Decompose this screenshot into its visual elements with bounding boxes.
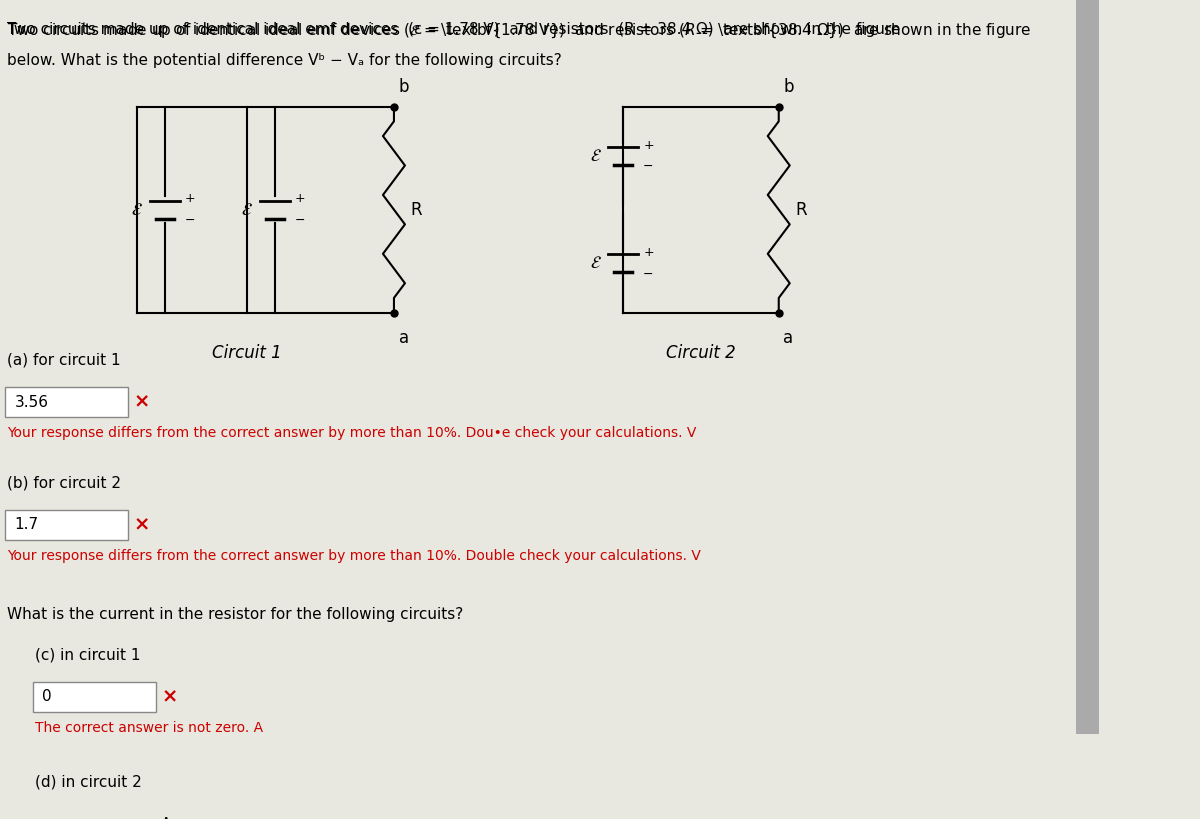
Text: −: −	[295, 214, 306, 227]
Text: Your response differs from the correct answer by more than 10%. Dou•e check your: Your response differs from the correct a…	[7, 427, 697, 441]
Text: Circuit 1: Circuit 1	[212, 344, 282, 362]
Text: R: R	[410, 201, 422, 219]
Text: −: −	[643, 161, 654, 173]
Text: $\mathcal{E}$: $\mathcal{E}$	[589, 147, 601, 165]
Text: (d) in circuit 2: (d) in circuit 2	[35, 775, 142, 790]
Text: The correct answer is not zero. A: The correct answer is not zero. A	[35, 722, 263, 735]
Text: Circuit 2: Circuit 2	[666, 344, 736, 362]
Text: What is the current in the resistor for the following circuits?: What is the current in the resistor for …	[7, 608, 463, 622]
Text: (c) in circuit 1: (c) in circuit 1	[35, 648, 140, 663]
Text: 1.7: 1.7	[14, 518, 38, 532]
Text: a: a	[398, 328, 409, 346]
Text: R: R	[796, 201, 806, 219]
Text: +: +	[643, 138, 654, 152]
Text: A: A	[161, 817, 172, 819]
Text: −: −	[185, 214, 196, 227]
FancyBboxPatch shape	[6, 509, 128, 541]
Text: Two circuits made up of identical ideal emf devices ($\mathcal{E}$ = \textbf{1.7: Two circuits made up of identical ideal …	[7, 21, 1032, 40]
Text: (b) for circuit 2: (b) for circuit 2	[7, 476, 121, 491]
Text: $\mathcal{E}$: $\mathcal{E}$	[589, 255, 601, 273]
FancyBboxPatch shape	[32, 809, 156, 819]
Text: (a) for circuit 1: (a) for circuit 1	[7, 353, 121, 368]
FancyBboxPatch shape	[1076, 0, 1099, 734]
Text: ×: ×	[133, 393, 150, 412]
FancyBboxPatch shape	[6, 387, 128, 418]
Text: a: a	[784, 328, 793, 346]
Text: +: +	[185, 192, 196, 206]
Text: $\mathcal{E}$: $\mathcal{E}$	[132, 201, 143, 219]
Text: b: b	[784, 78, 794, 96]
Text: b: b	[398, 78, 409, 96]
Text: Two circuits made up of identical ideal emf devices  (ε = 1.78 V)  and resistors: Two circuits made up of identical ideal …	[7, 21, 901, 37]
Text: Your response differs from the correct answer by more than 10%. Double check you: Your response differs from the correct a…	[7, 550, 701, 563]
Text: +: +	[643, 247, 654, 259]
Text: ×: ×	[133, 515, 150, 535]
Text: 3.56: 3.56	[14, 395, 49, 410]
Text: +: +	[295, 192, 306, 206]
FancyBboxPatch shape	[32, 681, 156, 713]
Text: ×: ×	[161, 687, 178, 707]
Text: 0: 0	[42, 690, 52, 704]
Text: below. What is the potential difference Vᵇ − Vₐ for the following circuits?: below. What is the potential difference …	[7, 53, 562, 68]
Text: −: −	[643, 268, 654, 281]
Text: $\mathcal{E}$: $\mathcal{E}$	[241, 201, 253, 219]
